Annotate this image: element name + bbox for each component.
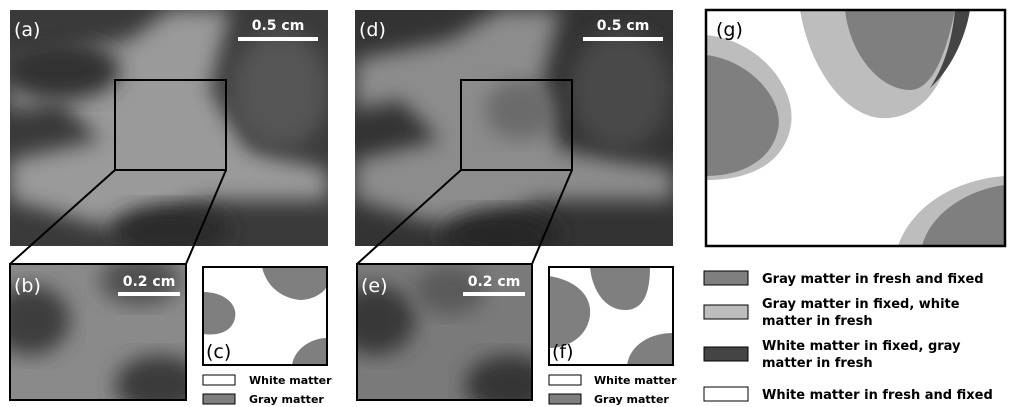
legend-label: White matter [249, 374, 332, 387]
panel-label: (d) [359, 19, 386, 41]
panel-label: (e) [361, 275, 388, 297]
legend-label: Gray matter [249, 393, 324, 406]
legend-label: Gray matter in fresh and fixed [762, 272, 984, 287]
scale-bar-label: 0.2 cm [468, 274, 521, 290]
scale-bar-label: 0.5 cm [597, 18, 650, 34]
legend-label: White matter in fresh and fixed [762, 388, 993, 403]
scale-bar-label: 0.2 cm [123, 274, 176, 290]
photo-a [0, 10, 330, 255]
panel-label: (g) [716, 19, 743, 41]
panel-label: (f) [552, 341, 574, 363]
legend-label: White matter [594, 374, 677, 387]
map-g [706, 10, 1005, 246]
scale-bar-label: 0.5 cm [252, 18, 305, 34]
legend-label: Gray matter [594, 393, 669, 406]
figure: (a) 0.5 cm (b) 0.2 cm (c) White matter G… [0, 0, 1016, 407]
panel-label: (b) [14, 275, 41, 297]
panel-label: (c) [206, 341, 231, 363]
panel-label: (a) [14, 19, 40, 41]
